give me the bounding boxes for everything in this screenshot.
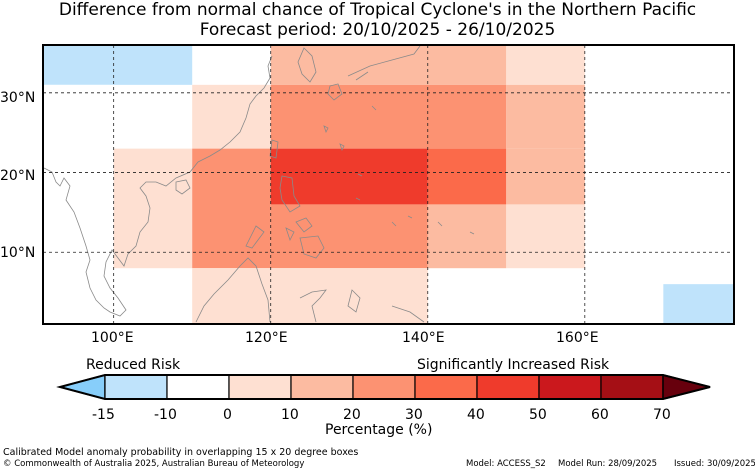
coastline-japan [327, 45, 421, 101]
footer-model-run: Model Run: 28/09/2025 [558, 459, 658, 469]
coastline-taiwan [269, 139, 279, 159]
graticule [43, 45, 734, 324]
cbar-tick: 60 [591, 407, 609, 423]
cbar-tick: -10 [154, 407, 177, 423]
lat-label-10: 10°N [0, 245, 36, 261]
anomaly-cell [192, 148, 271, 269]
coastline-luzon [279, 175, 301, 213]
anomaly-cell [427, 204, 507, 269]
colorbar-bin [600, 374, 664, 400]
lon-label-160: 160°E [556, 330, 599, 346]
colorbar-bin [476, 374, 540, 400]
anomaly-cell [506, 45, 585, 85]
coastline-palawan [245, 225, 265, 249]
colorbar-bin [166, 374, 230, 400]
coastline-sulawesi [299, 289, 327, 323]
chart-title: Difference from normal chance of Tropica… [58, 0, 697, 20]
lat-label-20: 20°N [0, 168, 36, 184]
lat-label-30: 30°N [0, 90, 36, 106]
colorbar-outline [56, 374, 711, 400]
anomaly-cell [270, 204, 428, 269]
anomaly-cell [506, 204, 585, 269]
footer-description: Calibrated Model anomaly probability in … [3, 447, 359, 458]
coastline-korea [297, 47, 317, 83]
colorbar-bin [352, 374, 416, 400]
colorbar-bin [414, 374, 478, 400]
coastline-halmahera [347, 289, 425, 323]
lon-label-120: 120°E [245, 330, 288, 346]
anomaly-cell [192, 84, 271, 149]
coastline-mindanao [299, 235, 325, 259]
coastline-islands [323, 105, 475, 235]
legend-increased-risk: Significantly Increased Risk [417, 357, 610, 373]
coastlines [43, 45, 475, 323]
colorbar-bin [290, 374, 354, 400]
footer-copyright: © Commonwealth of Australia 2025, Austra… [3, 459, 305, 469]
anomaly-cell [506, 148, 585, 205]
anomaly-cell [270, 84, 507, 149]
coastline-hainan [175, 179, 191, 195]
map-frame [42, 44, 735, 325]
coastline-visayas [285, 217, 313, 242]
anomaly-cell [663, 228, 734, 269]
anomaly-cells [43, 45, 734, 324]
anomaly-cell [43, 45, 193, 85]
cbar-tick: 20 [343, 407, 361, 423]
colorbar-under-arrow [57, 374, 106, 400]
footer-issued: Issued: 30/09/2025 [674, 459, 755, 469]
anomaly-cell [270, 148, 428, 205]
legend-reduced-risk: Reduced Risk [86, 357, 181, 373]
anomaly-cell [192, 268, 428, 324]
cbar-tick: 40 [467, 407, 485, 423]
anomaly-cell [113, 148, 193, 269]
colorbar-bin [538, 374, 602, 400]
forecast-period: Forecast period: 20/10/2025 - 26/10/2025 [199, 20, 556, 40]
cbar-tick: 10 [281, 407, 299, 423]
colorbar-bin [104, 374, 168, 400]
lon-label-140: 140°E [402, 330, 445, 346]
cbar-tick: -15 [92, 407, 115, 423]
coastline-borneo [195, 257, 271, 323]
anomaly-cell [427, 148, 507, 205]
cbar-tick: 70 [653, 407, 671, 423]
colorbar-axis-label: Percentage (%) [325, 422, 433, 438]
cbar-tick: 50 [529, 407, 547, 423]
anomaly-cell [584, 284, 664, 324]
cbar-tick: 0 [223, 407, 232, 423]
colorbar-bin [228, 374, 292, 400]
lon-label-100: 100°E [91, 330, 134, 346]
anomaly-cell [270, 45, 507, 85]
footer-model: Model: ACCESS_S2 [466, 459, 546, 469]
colorbar [56, 374, 711, 400]
coastline-asia [43, 55, 273, 317]
anomaly-cell [663, 284, 734, 324]
cbar-tick: 30 [405, 407, 423, 423]
anomaly-cell [506, 84, 585, 149]
colorbar-over-arrow [662, 374, 711, 400]
anomaly-cell [663, 45, 734, 149]
anomaly-cell [43, 84, 114, 149]
